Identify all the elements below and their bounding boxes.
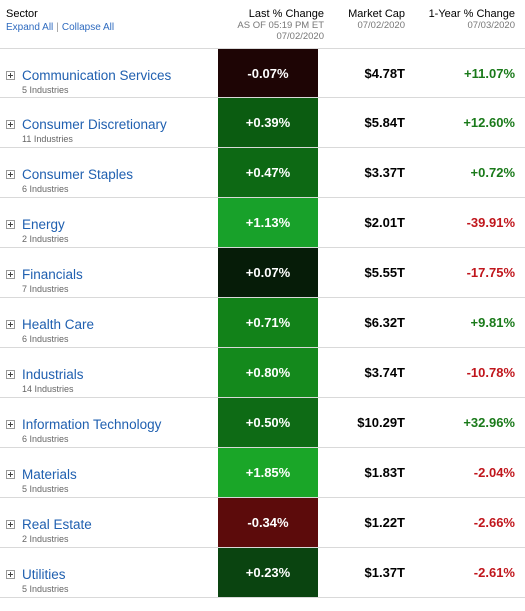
- last-change-timestamp: AS OF 05:19 PM ET: [237, 20, 324, 31]
- industry-count: 7 Industries: [22, 284, 69, 294]
- year-change-header: 1-Year % Change 07/03/2020: [429, 8, 515, 31]
- year-change-cell: +11.07%: [464, 65, 515, 81]
- year-change-cell: -2.04%: [473, 465, 515, 480]
- last-change-cell: +0.39%: [218, 98, 318, 147]
- last-change-cell: +0.07%: [218, 248, 318, 297]
- industry-count: 5 Industries: [22, 484, 69, 494]
- sector-table: Communication Services 5 Industries -0.07%…: [0, 48, 525, 598]
- sector-name-link[interactable]: Consumer Staples: [22, 167, 134, 182]
- expand-all-link[interactable]: Expand All: [6, 22, 54, 33]
- market-cap-cell: $3.37T: [364, 165, 405, 180]
- sector-name-link[interactable]: Consumer Discretionary: [22, 117, 167, 132]
- expand-plus-icon[interactable]: [6, 270, 15, 279]
- sector-name-link[interactable]: Financials: [22, 267, 83, 282]
- sector-name-link[interactable]: Health Care: [22, 317, 95, 332]
- year-change-cell: +12.60%: [463, 115, 515, 130]
- year-change-cell: +0.72%: [470, 165, 515, 180]
- table-row: Communication Services 5 Industries -0.07%…: [0, 48, 525, 98]
- table-row: Health Care 6 Industries +0.71% $6.32T +9.81…: [0, 298, 525, 348]
- sector-name-link[interactable]: Information Technology: [22, 417, 162, 432]
- market-cap-cell: $10.29T: [357, 415, 405, 430]
- sector-column-title: Sector: [6, 8, 38, 20]
- expand-plus-icon[interactable]: [6, 170, 15, 179]
- expand-plus-icon[interactable]: [6, 470, 15, 479]
- expand-plus-icon[interactable]: [6, 220, 15, 229]
- market-cap-cell: $5.84T: [364, 115, 405, 130]
- market-cap-cell: $3.74T: [364, 365, 405, 380]
- last-change-cell: -0.07%: [218, 49, 318, 97]
- collapse-all-link[interactable]: Collapse All: [61, 22, 115, 33]
- expand-plus-icon[interactable]: [6, 120, 15, 129]
- year-change-cell: -10.78%: [466, 365, 515, 380]
- market-cap-cell: $2.01T: [364, 215, 405, 230]
- market-cap-cell: $1.22T: [364, 515, 405, 530]
- year-change-cell: -2.66%: [473, 515, 515, 530]
- year-change-cell: -17.75%: [466, 265, 515, 280]
- industry-count: 11 Industries: [22, 134, 73, 144]
- expand-plus-icon[interactable]: [6, 570, 15, 579]
- expand-plus-icon[interactable]: [6, 420, 15, 429]
- market-cap-cell: $4.78T: [364, 65, 405, 81]
- last-change-cell: +0.71%: [218, 298, 318, 347]
- last-change-cell: +0.23%: [218, 548, 318, 597]
- expand-plus-icon[interactable]: [6, 71, 15, 80]
- sector-name-link[interactable]: Materials: [22, 467, 77, 482]
- industry-count: 6 Industries: [22, 334, 69, 344]
- industry-count: 14 Industries: [22, 384, 74, 394]
- market-cap-cell: $1.83T: [364, 465, 405, 480]
- link-separator: |: [56, 22, 59, 33]
- sector-name-link[interactable]: Communication Services: [22, 68, 172, 83]
- market-cap-cell: $1.37T: [364, 565, 405, 580]
- sector-name-link[interactable]: Energy: [22, 217, 65, 232]
- table-header: Sector Expand All | Collapse All Last % Ch…: [0, 0, 525, 48]
- year-change-cell: +32.96%: [463, 415, 515, 430]
- last-change-cell: +1.13%: [218, 198, 318, 247]
- sector-name-link[interactable]: Real Estate: [22, 517, 92, 532]
- year-change-column-title: 1-Year % Change: [428, 8, 515, 20]
- last-change-header: Last % Change AS OF 05:19 PM ET 07/02/20…: [237, 8, 324, 42]
- last-change-column-title: Last % Change: [248, 8, 324, 20]
- industry-count: 5 Industries: [22, 85, 69, 95]
- expand-plus-icon[interactable]: [6, 320, 15, 329]
- year-change-cell: -2.61%: [473, 565, 515, 580]
- market-cap-cell: $5.55T: [364, 265, 405, 280]
- last-change-cell: +0.50%: [218, 398, 318, 447]
- market-cap-date: 07/02/2020: [357, 20, 405, 31]
- sector-name-link[interactable]: Utilities: [22, 567, 66, 582]
- market-cap-column-title: Market Cap: [348, 8, 405, 20]
- expand-collapse-links: Expand All | Collapse All: [6, 22, 114, 33]
- table-row: Industrials 14 Industries +0.80% $3.74T -10.…: [0, 348, 525, 398]
- sector-header: Sector Expand All | Collapse All: [6, 8, 114, 33]
- expand-plus-icon[interactable]: [6, 370, 15, 379]
- last-change-date: 07/02/2020: [276, 31, 324, 42]
- last-change-cell: -0.34%: [218, 498, 318, 547]
- industry-count: 2 Industries: [22, 534, 69, 544]
- table-row: Consumer Staples 6 Industries +0.47% $3.37T…: [0, 148, 525, 198]
- last-change-cell: +1.85%: [218, 448, 318, 497]
- table-row: Utilities 5 Industries +0.23% $1.37T -2.61%: [0, 548, 525, 598]
- last-change-cell: +0.80%: [218, 348, 318, 397]
- table-row: Financials 7 Industries +0.07% $5.55T -17.75…: [0, 248, 525, 298]
- last-change-cell: +0.47%: [218, 148, 318, 197]
- year-change-cell: -39.91%: [466, 215, 515, 230]
- market-cap-cell: $6.32T: [364, 315, 405, 330]
- expand-plus-icon[interactable]: [6, 520, 15, 529]
- industry-count: 2 Industries: [22, 234, 69, 244]
- market-cap-header: Market Cap 07/02/2020: [348, 8, 405, 31]
- industry-count: 6 Industries: [22, 184, 69, 194]
- year-change-cell: +9.81%: [470, 315, 515, 330]
- industry-count: 5 Industries: [22, 584, 69, 594]
- table-row: Consumer Discretionary 11 Industries +0.39…: [0, 98, 525, 148]
- table-row: Information Technology 6 Industries +0.50%…: [0, 398, 525, 448]
- sector-name-link[interactable]: Industrials: [22, 367, 84, 382]
- table-row: Energy 2 Industries +1.13% $2.01T -39.91%: [0, 198, 525, 248]
- year-change-date: 07/03/2020: [467, 20, 515, 31]
- table-row: Real Estate 2 Industries -0.34% $1.22T -2.66…: [0, 498, 525, 548]
- table-row: Materials 5 Industries +1.85% $1.83T -2.04%: [0, 448, 525, 498]
- industry-count: 6 Industries: [22, 434, 69, 444]
